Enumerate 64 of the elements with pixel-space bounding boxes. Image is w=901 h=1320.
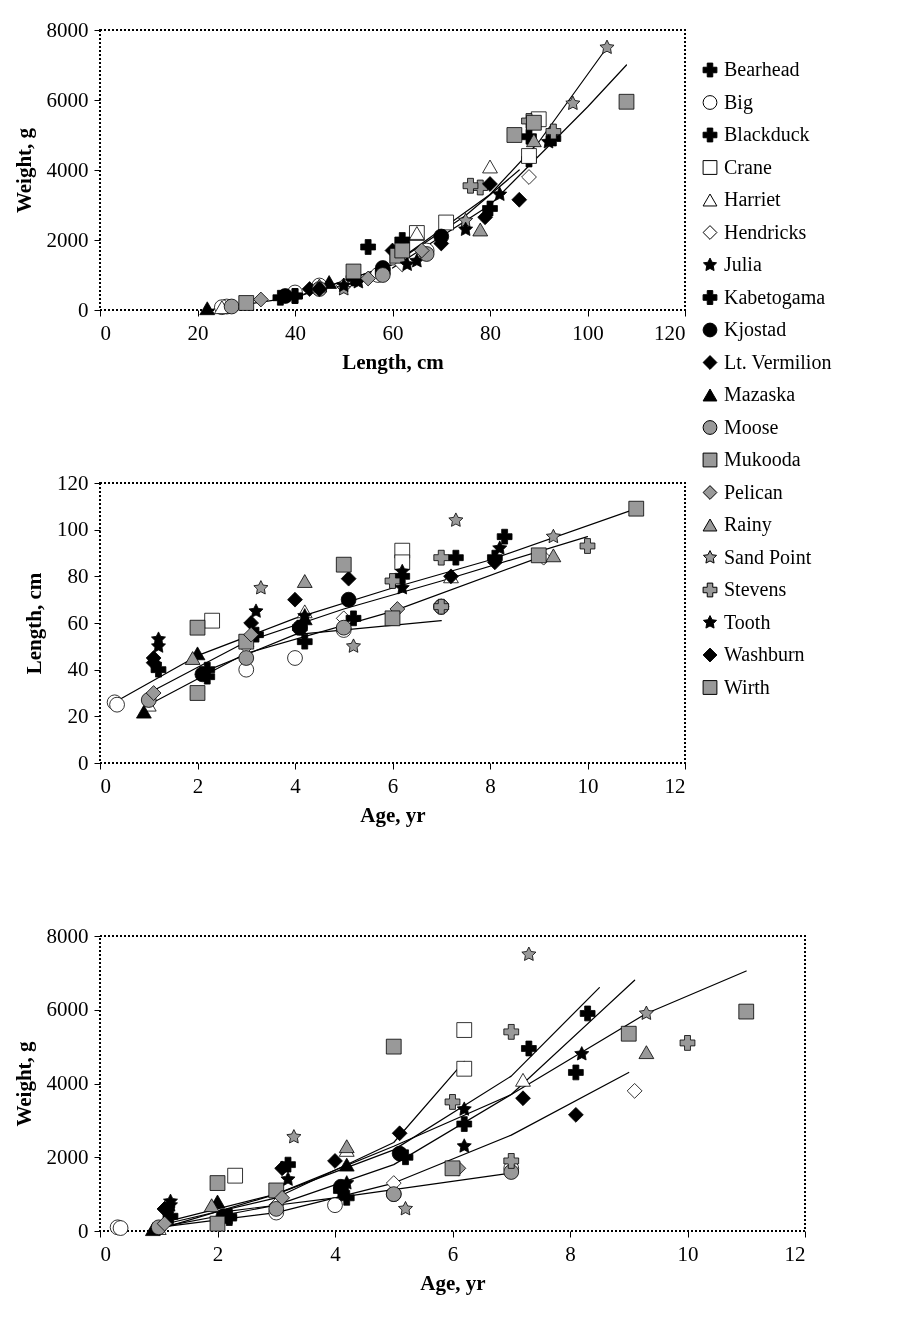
legend-label: Hendricks bbox=[724, 220, 807, 243]
legend-label: Tooth bbox=[724, 610, 771, 633]
y-tick-label: 0 bbox=[78, 1218, 89, 1243]
legend-label: Moose bbox=[724, 415, 779, 438]
x-tick-label: 4 bbox=[290, 773, 302, 798]
x-tick-label: 80 bbox=[480, 320, 501, 345]
legend-label: Big bbox=[724, 90, 753, 114]
legend-label: Rainy bbox=[724, 513, 772, 536]
x-tick-label: 100 bbox=[572, 320, 604, 345]
legend-label: Wirth bbox=[724, 675, 770, 698]
y-tick-label: 120 bbox=[57, 470, 89, 495]
x-tick-label: 6 bbox=[447, 1241, 459, 1266]
y-tick-label: 4000 bbox=[46, 1071, 89, 1095]
x-tick-label: 20 bbox=[187, 320, 209, 345]
y-tick-label: 80 bbox=[67, 563, 89, 588]
y-tick-label: 6000 bbox=[46, 87, 89, 112]
x-tick-label: 60 bbox=[382, 320, 404, 345]
x-tick-label: 0 bbox=[100, 1241, 111, 1266]
legend-label: Bearhead bbox=[724, 58, 800, 80]
x-tick-label: 12 bbox=[784, 1241, 806, 1266]
y-tick-label: 2000 bbox=[46, 227, 89, 252]
legend-label: Pelican bbox=[724, 480, 783, 503]
x-tick-label: 2 bbox=[192, 773, 204, 798]
x-tick-label: 6 bbox=[387, 773, 399, 798]
y-tick-label: 6000 bbox=[46, 997, 89, 1022]
legend-label: Washburn bbox=[724, 643, 805, 665]
x-axis-title: Age, yr bbox=[360, 802, 426, 827]
y-axis-title: Weight, g bbox=[11, 1040, 36, 1127]
x-tick-label: 10 bbox=[577, 773, 599, 798]
legend-label: Mazaska bbox=[724, 383, 796, 405]
legend-label: Julia bbox=[724, 253, 762, 275]
y-tick-label: 60 bbox=[67, 610, 89, 635]
y-tick-label: 0 bbox=[78, 750, 89, 775]
legend-label: Lt. Vermilion bbox=[724, 350, 832, 373]
y-tick-label: 8000 bbox=[46, 17, 89, 42]
x-tick-label: 8 bbox=[565, 1241, 576, 1266]
y-tick-label: 8000 bbox=[46, 923, 89, 948]
y-tick-label: 4000 bbox=[46, 157, 89, 182]
y-axis-title: Weight, g bbox=[11, 127, 36, 214]
x-axis-title: Age, yr bbox=[420, 1270, 486, 1295]
legend-label: Kabetogama bbox=[724, 285, 826, 309]
legend-label: Crane bbox=[724, 155, 772, 178]
y-tick-label: 2000 bbox=[46, 1144, 89, 1169]
y-tick-label: 0 bbox=[78, 297, 89, 322]
legend-label: Stevens bbox=[724, 578, 787, 600]
legend-label: Harriet bbox=[724, 188, 782, 210]
y-tick-label: 100 bbox=[57, 517, 89, 542]
legend-label: Blackduck bbox=[724, 123, 810, 145]
y-axis-title: Length, cm bbox=[22, 572, 46, 675]
x-tick-label: 12 bbox=[664, 773, 686, 798]
legend-label: Kjostad bbox=[724, 318, 787, 341]
y-tick-label: 20 bbox=[67, 703, 89, 728]
x-tick-label: 120 bbox=[654, 320, 686, 345]
x-tick-label: 2 bbox=[212, 1241, 224, 1266]
x-axis-title: Length, cm bbox=[342, 349, 445, 374]
x-tick-label: 4 bbox=[330, 1241, 342, 1266]
y-tick-label: 40 bbox=[67, 657, 89, 682]
x-tick-label: 8 bbox=[485, 773, 496, 798]
legend-label: Mukooda bbox=[724, 448, 801, 470]
x-tick-label: 0 bbox=[100, 773, 111, 798]
x-tick-label: 40 bbox=[285, 320, 306, 345]
legend-label: Sand Point bbox=[724, 545, 812, 568]
x-tick-label: 0 bbox=[100, 320, 111, 345]
x-tick-label: 10 bbox=[677, 1241, 699, 1266]
